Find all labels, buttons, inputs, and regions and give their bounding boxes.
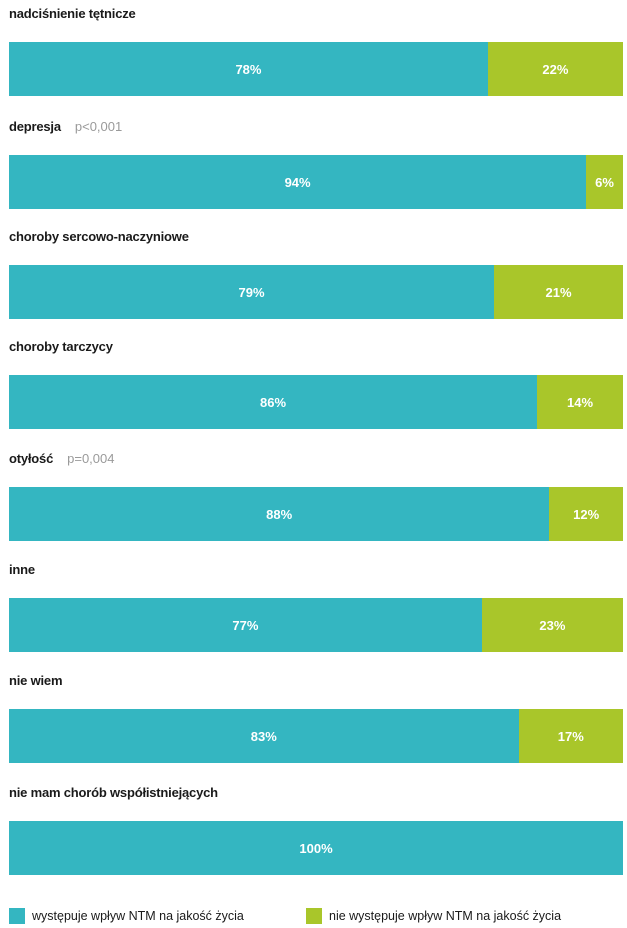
data-label: 23%: [539, 617, 566, 633]
legend-item-affected: występuje wpływ NTM na jakość życia: [9, 904, 244, 928]
p-value-annotation: p=0,004: [67, 451, 115, 466]
bar-segment-affected: 78%: [9, 42, 488, 96]
legend: występuje wpływ NTM na jakość życia nie …: [0, 904, 627, 928]
data-label: 88%: [266, 506, 293, 522]
legend-item-not-affected: nie występuje wpływ NTM na jakość życia: [306, 904, 561, 928]
bar-segment-not-affected: 21%: [494, 265, 623, 319]
data-label: 22%: [542, 61, 569, 77]
bar-segment-affected: 83%: [9, 709, 519, 763]
bar-segment-affected: 88%: [9, 487, 550, 541]
bar-segment-not-affected: 23%: [481, 598, 623, 652]
category-label: choroby sercowo-naczyniowe: [9, 229, 189, 244]
bar-segment-not-affected: 17%: [518, 709, 623, 763]
stacked-bar: 79% 21%: [9, 265, 623, 319]
data-label: 78%: [235, 61, 262, 77]
category-label-row: choroby tarczycy: [9, 337, 113, 357]
data-label: 14%: [566, 394, 594, 410]
data-label: 17%: [557, 728, 584, 744]
bar-segment-affected: 77%: [9, 598, 482, 652]
stacked-bar: 77% 23%: [9, 598, 623, 652]
category-label: nadciśnienie tętnicze: [9, 6, 136, 21]
stacked-bar: 100%: [9, 821, 623, 875]
category-label-row: otyłość p=0,004: [9, 449, 114, 469]
bar-segment-affected: 86%: [9, 375, 538, 429]
category-label: otyłość: [9, 451, 54, 466]
bar-segment-affected: 94%: [9, 155, 587, 209]
stacked-bar: 86% 14%: [9, 375, 623, 429]
data-label: 100%: [299, 840, 333, 856]
legend-label-not-affected: nie występuje wpływ NTM na jakość życia: [329, 909, 562, 923]
stacked-bar-chart: nadciśnienie tętnicze 78% 22% depresja p<0,0…: [9, 4, 623, 875]
legend-swatch-affected: [9, 908, 25, 924]
stacked-bar: 78% 22%: [9, 42, 623, 96]
stacked-bar: 94% 6%: [9, 155, 623, 209]
category-label-row: nie wiem: [9, 671, 63, 691]
category-label: nie wiem: [9, 673, 63, 688]
bar-segment-not-affected: 22%: [487, 42, 623, 96]
legend-swatch-not-affected: [306, 908, 322, 924]
legend-label-affected: występuje wpływ NTM na jakość życia: [32, 909, 244, 923]
category-label-row: depresja p<0,001: [9, 117, 122, 137]
category-label: nie mam chorób współistniejących: [9, 785, 218, 800]
stacked-bar: 88% 12%: [9, 487, 623, 541]
bar-segment-not-affected: 6%: [586, 155, 623, 209]
data-label: 12%: [573, 506, 600, 522]
category-label: depresja: [9, 119, 61, 134]
stacked-bar: 83% 17%: [9, 709, 623, 763]
bar-segment-affected: 79%: [9, 265, 495, 319]
category-label-row: nie mam chorób współistniejących: [9, 783, 218, 803]
data-label: 86%: [260, 394, 287, 410]
data-label: 77%: [232, 617, 259, 633]
bar-segment-not-affected: 14%: [537, 375, 623, 429]
category-label: inne: [9, 562, 35, 577]
data-label: 6%: [595, 174, 614, 190]
category-label-row: choroby sercowo-naczyniowe: [9, 227, 189, 247]
data-label: 83%: [250, 728, 277, 744]
data-label: 94%: [284, 174, 311, 190]
data-label: 79%: [238, 284, 265, 300]
category-label-row: nadciśnienie tętnicze: [9, 4, 136, 24]
p-value-annotation: p<0,001: [74, 119, 123, 134]
data-label: 21%: [545, 284, 572, 300]
bar-segment-affected: 100%: [9, 821, 623, 875]
bar-segment-not-affected: 12%: [549, 487, 623, 541]
category-label-row: inne: [9, 560, 35, 580]
category-label: choroby tarczycy: [9, 339, 113, 354]
